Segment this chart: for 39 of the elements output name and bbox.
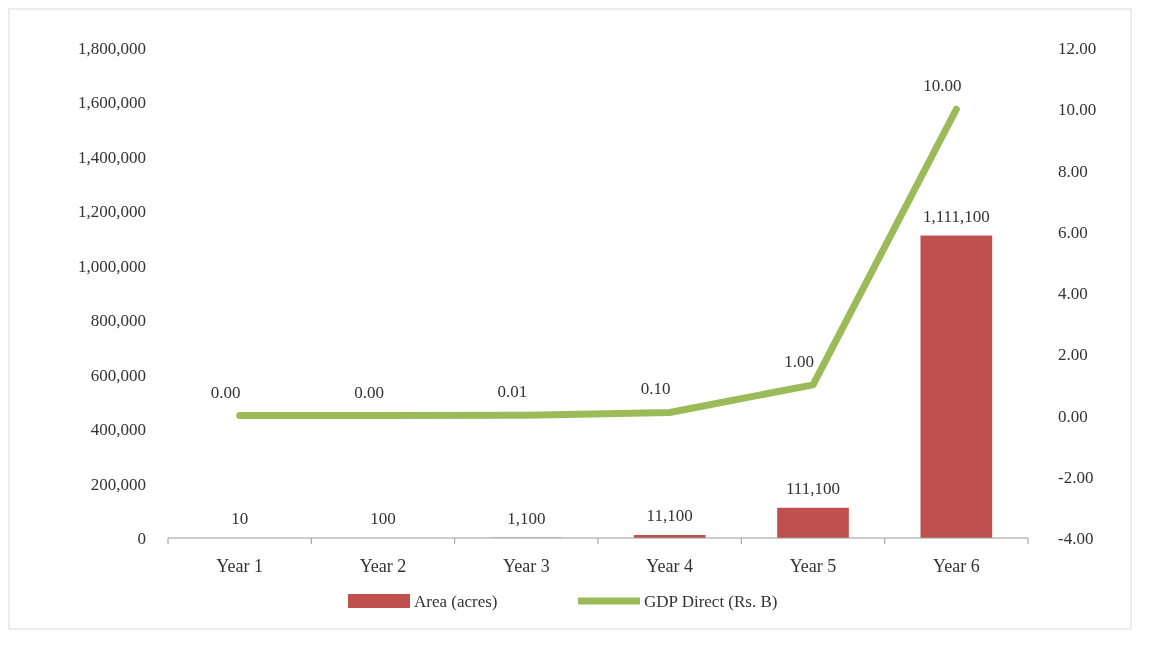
y-tick-label: 1,200,000 xyxy=(78,202,146,222)
data-label: 0.01 xyxy=(497,382,528,402)
y2-tick-label: -4.00 xyxy=(1058,529,1094,548)
x-tick-label: Year 1 xyxy=(216,556,263,576)
y-tick-label: 800,000 xyxy=(90,311,146,331)
y2-tick-label: 8.00 xyxy=(1058,161,1088,181)
y-tick-label: 1,400,000 xyxy=(78,147,146,167)
x-tick-label: Year 3 xyxy=(503,556,550,576)
y2-tick-label: 10.00 xyxy=(1058,100,1097,120)
x-tick-label: Year 6 xyxy=(933,556,980,576)
y-tick-label: 1,000,000 xyxy=(78,256,146,276)
y2-tick-label: 12.00 xyxy=(1058,39,1097,58)
y-tick-label: 400,000 xyxy=(90,420,146,440)
data-label: 100 xyxy=(370,508,396,528)
legend-label: GDP Direct (Rs. B) xyxy=(644,592,778,611)
y-tick-label: 1,600,000 xyxy=(78,93,146,113)
x-tick-label: Year 4 xyxy=(646,556,693,576)
data-label: 0.00 xyxy=(354,382,384,402)
y-tick-label: 1,800,000 xyxy=(78,39,146,58)
y2-tick-label: 2.00 xyxy=(1058,345,1088,365)
y-tick-label: 0 xyxy=(137,529,146,548)
y-tick-label: 600,000 xyxy=(90,365,146,385)
legend-label: Area (acres) xyxy=(414,592,498,611)
y2-tick-label: 0.00 xyxy=(1058,406,1088,426)
data-label: 1,111,100 xyxy=(922,206,990,226)
data-label: 1.00 xyxy=(784,351,814,371)
data-label: 1,100 xyxy=(507,508,546,528)
y2-tick-label: -2.00 xyxy=(1058,467,1094,487)
data-label: 111,100 xyxy=(786,478,840,498)
y-tick-label: 200,000 xyxy=(90,474,146,494)
data-label: 10 xyxy=(231,509,249,528)
y2-tick-label: 6.00 xyxy=(1058,222,1088,242)
y2-tick-label: 4.00 xyxy=(1058,284,1088,303)
x-tick-label: Year 5 xyxy=(789,556,837,576)
data-label: 0.10 xyxy=(640,379,671,399)
data-label: 10.00 xyxy=(923,76,962,96)
data-label: 11,100 xyxy=(646,505,693,525)
x-tick-label: Year 2 xyxy=(359,556,407,576)
data-label: 0.00 xyxy=(210,382,241,402)
